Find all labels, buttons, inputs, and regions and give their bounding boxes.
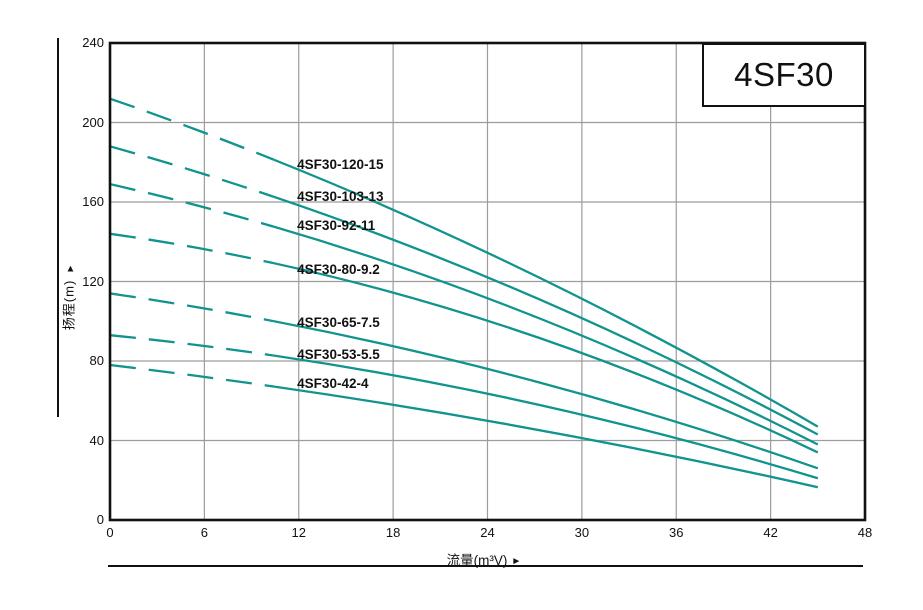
x-tick-label-30: 30 bbox=[574, 525, 590, 540]
curve-label-4SF30-80-9.2: 4SF30-80-9.2 bbox=[297, 262, 380, 278]
pump-curve-dashed-4SF30-42-4 bbox=[110, 363, 274, 388]
pump-curve-4SF30-42-4 bbox=[273, 385, 819, 489]
pump-curve-dashed-4SF30-53-5.5 bbox=[110, 334, 274, 357]
y-tick-label-200: 200 bbox=[82, 114, 104, 130]
y-tick-label-160: 160 bbox=[82, 194, 104, 209]
curve-label-4SF30-42-4: 4SF30-42-4 bbox=[297, 376, 369, 392]
y-tick-label-240: 240 bbox=[82, 35, 104, 50]
curve-label-4SF30-65-7.5: 4SF30-65-7.5 bbox=[297, 314, 380, 330]
right-arrow-icon: ► bbox=[511, 556, 522, 567]
series-title: 4SF30 bbox=[734, 56, 834, 93]
x-tick-label-42: 42 bbox=[763, 525, 778, 540]
pump-curve-dashed-4SF30-65-7.5 bbox=[110, 292, 274, 323]
curve-label-4SF30-53-5.5: 4SF30-53-5.5 bbox=[297, 346, 380, 362]
pump-curve-4SF30-120-15 bbox=[273, 158, 819, 428]
x-tick-label-36: 36 bbox=[669, 525, 684, 540]
x-tick-label-6: 6 bbox=[200, 525, 208, 540]
y-tick-label-40: 40 bbox=[89, 432, 104, 448]
y-tick-label-80: 80 bbox=[89, 353, 104, 368]
pump-curve-dashed-4SF30-80-9.2 bbox=[110, 232, 274, 265]
y-tick-label-120: 120 bbox=[82, 273, 104, 289]
pump-curve-4SF30-65-7.5 bbox=[273, 319, 819, 470]
curve-label-4SF30-92-11: 4SF30-92-11 bbox=[297, 218, 376, 234]
x-axis-title: 流量(m³V) ► bbox=[447, 549, 522, 569]
pump-curve-4SF30-92-11 bbox=[273, 225, 819, 446]
pump-curve-4SF30-53-5.5 bbox=[273, 354, 819, 480]
pump-curve-dashed-4SF30-120-15 bbox=[110, 97, 274, 161]
x-tick-label-18: 18 bbox=[385, 525, 401, 540]
bottom-divider-line bbox=[108, 565, 863, 567]
x-tick-label-24: 24 bbox=[480, 525, 495, 540]
y-tick-label-0: 0 bbox=[96, 512, 104, 527]
x-axis-title-text: 流量(m³V) bbox=[446, 553, 508, 568]
x-tick-label-12: 12 bbox=[291, 525, 306, 540]
curve-label-4SF30-120-15: 4SF30-120-15 bbox=[297, 156, 384, 172]
left-divider-line bbox=[57, 38, 59, 417]
pump-curve-4SF30-103-13 bbox=[273, 195, 819, 436]
pump-curve-4SF30-80-9.2 bbox=[273, 261, 819, 454]
x-tick-label-48: 48 bbox=[857, 525, 873, 540]
series-title-box: 4SF30 bbox=[702, 43, 866, 107]
curve-label-4SF30-103-13: 4SF30-103-13 bbox=[297, 188, 384, 204]
plot-border bbox=[108, 41, 867, 522]
x-tick-label-0: 0 bbox=[106, 525, 114, 540]
